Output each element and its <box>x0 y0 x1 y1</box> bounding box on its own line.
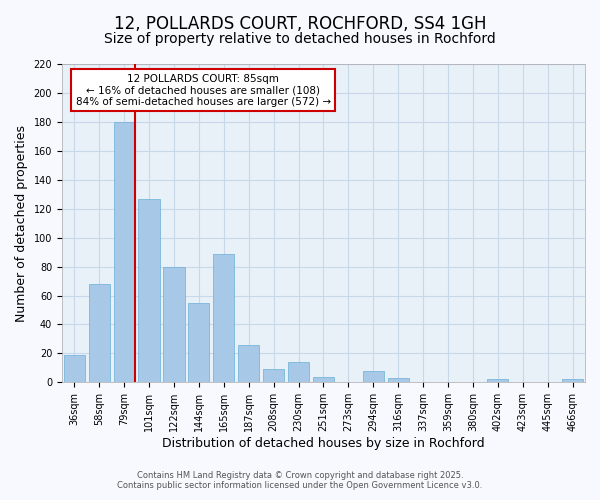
Bar <box>89 284 110 382</box>
Bar <box>213 254 235 382</box>
Bar <box>238 344 259 383</box>
Bar <box>362 371 384 382</box>
Text: Contains HM Land Registry data © Crown copyright and database right 2025.
Contai: Contains HM Land Registry data © Crown c… <box>118 470 482 490</box>
Bar <box>313 376 334 382</box>
Bar <box>263 370 284 382</box>
Bar <box>163 266 185 382</box>
Text: 12, POLLARDS COURT, ROCHFORD, SS4 1GH: 12, POLLARDS COURT, ROCHFORD, SS4 1GH <box>114 15 486 33</box>
Bar <box>139 198 160 382</box>
Bar <box>64 355 85 382</box>
Text: Size of property relative to detached houses in Rochford: Size of property relative to detached ho… <box>104 32 496 46</box>
Bar <box>562 380 583 382</box>
Bar <box>188 303 209 382</box>
Bar <box>113 122 135 382</box>
Text: 12 POLLARDS COURT: 85sqm
← 16% of detached houses are smaller (108)
84% of semi-: 12 POLLARDS COURT: 85sqm ← 16% of detach… <box>76 74 331 107</box>
Bar <box>487 380 508 382</box>
Bar <box>288 362 309 382</box>
Y-axis label: Number of detached properties: Number of detached properties <box>15 124 28 322</box>
Bar <box>388 378 409 382</box>
X-axis label: Distribution of detached houses by size in Rochford: Distribution of detached houses by size … <box>162 437 485 450</box>
